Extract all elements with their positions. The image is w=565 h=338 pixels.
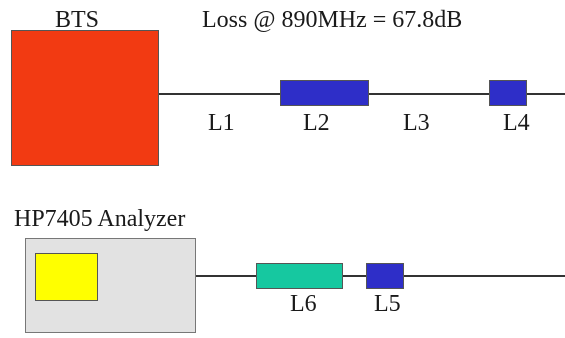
block-l4 <box>489 80 527 106</box>
block-l2 <box>280 80 369 106</box>
block-l6 <box>256 263 343 289</box>
loss-annotation: Loss @ 890MHz = 67.8dB <box>202 7 463 33</box>
segment-label-l2: L2 <box>303 110 330 136</box>
segment-label-l4: L4 <box>503 110 530 136</box>
segment-label-l6: L6 <box>290 291 317 317</box>
analyzer-label: HP7405 Analyzer <box>14 206 186 232</box>
segment-label-l3: L3 <box>403 110 430 136</box>
segment-label-l1: L1 <box>208 110 235 136</box>
segment-label-l5: L5 <box>374 291 401 317</box>
bts-box <box>11 30 159 166</box>
bts-label: BTS <box>55 7 100 33</box>
analyzer-screen <box>35 253 98 301</box>
block-l5 <box>366 263 404 289</box>
